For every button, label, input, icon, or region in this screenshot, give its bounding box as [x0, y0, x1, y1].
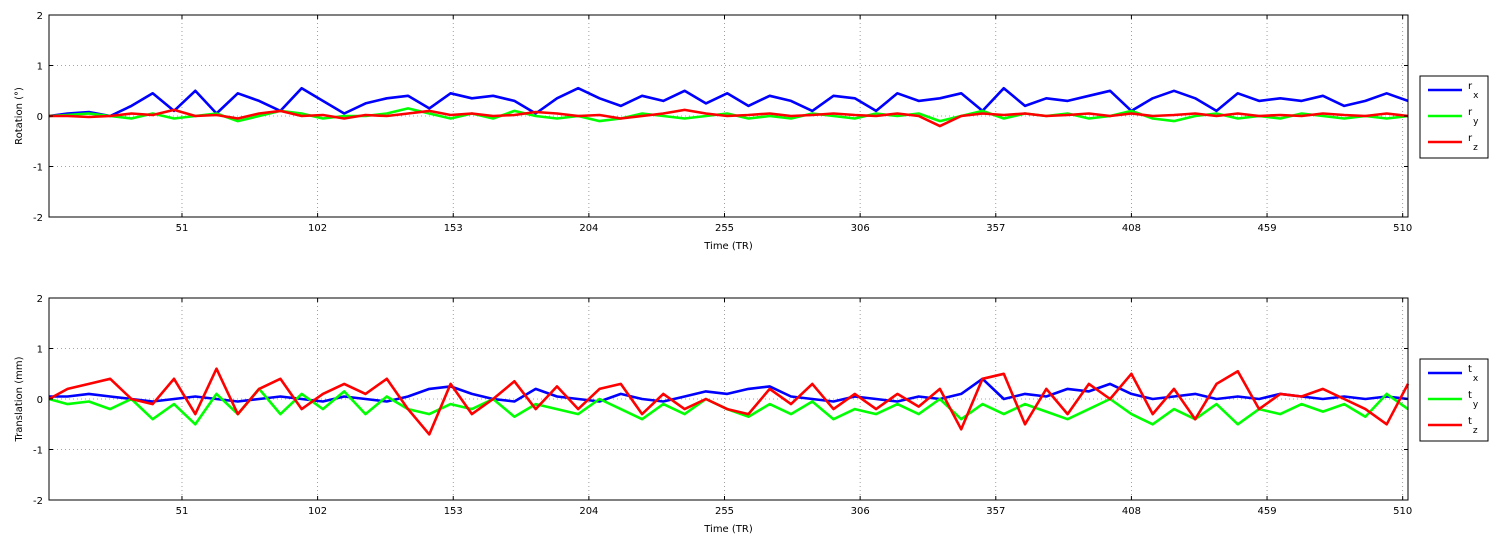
x-tick-label: 51 — [176, 506, 189, 517]
x-tick-label: 357 — [986, 223, 1005, 234]
x-tick-label: 510 — [1393, 223, 1412, 234]
series-line-rz — [49, 108, 1409, 128]
x-tick-label: 255 — [715, 506, 734, 517]
y-tick-label: 2 — [37, 11, 43, 22]
translation-panel: 51 102 153 204 255 306 357 408 459 510 -2 -1 0 1 2 Time… — [14, 294, 1489, 535]
y-tick-label: -1 — [33, 163, 43, 174]
x-axis-label: Time (TR) — [703, 241, 753, 252]
x-tick-label: 255 — [715, 223, 734, 234]
x-tick-label: 459 — [1258, 506, 1277, 517]
legend-label-tx: tx — [1468, 364, 1479, 384]
x-axis-label: Time (TR) — [703, 524, 753, 535]
x-tick-label: 357 — [986, 506, 1005, 517]
x-tick-label: 153 — [444, 506, 463, 517]
legend-label-ty: ty — [1468, 390, 1479, 410]
x-tick-label: 51 — [176, 223, 189, 234]
y-tick-label: 2 — [37, 294, 43, 305]
x-tick-label: 306 — [851, 506, 870, 517]
x-tick-label: 408 — [1122, 506, 1141, 517]
rotation-panel: 51 102 153 204 255 306 357 408 459 510 -2 -1 0 1 2 Time… — [14, 11, 1489, 252]
y-tick-label: 0 — [37, 112, 43, 123]
legend-label-rz: rz — [1468, 133, 1478, 153]
series-line-rx — [48, 86, 1409, 118]
x-tick-label: 204 — [579, 223, 598, 234]
y-axis-label: Rotation (°) — [14, 87, 25, 145]
legend-label-ry: ry — [1468, 107, 1479, 127]
legend-label-tz: tz — [1468, 416, 1478, 436]
x-tick-label: 408 — [1122, 223, 1141, 234]
series-line-tx — [49, 377, 1409, 403]
legend-label-rx: rx — [1468, 81, 1479, 101]
x-tick-label: 153 — [444, 223, 463, 234]
y-axis-label: Translation (mm) — [14, 356, 25, 442]
y-tick-label: 0 — [37, 395, 43, 406]
x-tick-label: 459 — [1258, 223, 1277, 234]
x-tick-label: 102 — [308, 223, 327, 234]
y-tick-label: -1 — [33, 446, 43, 457]
x-tick-label: 306 — [851, 223, 870, 234]
y-tick-label: 1 — [37, 345, 43, 356]
y-tick-label: -2 — [33, 213, 43, 224]
y-tick-label: 1 — [37, 62, 43, 73]
x-tick-label: 510 — [1393, 506, 1412, 517]
x-tick-label: 204 — [579, 506, 598, 517]
series-line-tz — [48, 367, 1410, 436]
y-tick-label: -2 — [33, 496, 43, 507]
x-tick-label: 102 — [308, 506, 327, 517]
